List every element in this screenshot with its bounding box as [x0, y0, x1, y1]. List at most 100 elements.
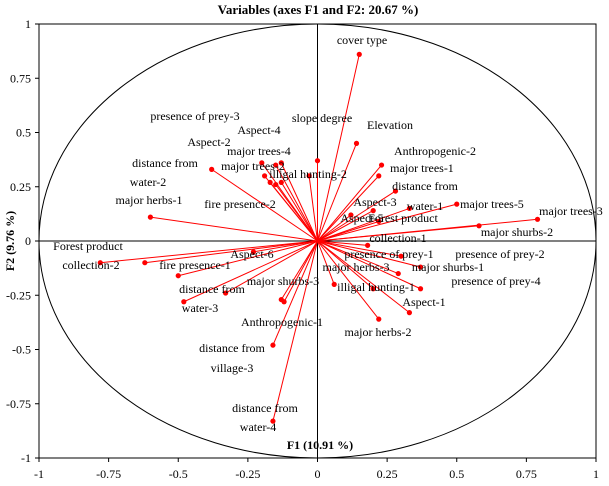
variable-label: fire presence-2 [204, 197, 276, 211]
vector-point [534, 216, 541, 222]
vector-point [356, 51, 362, 57]
variable-label: fire presence-1 [159, 258, 231, 272]
vector-line [211, 168, 318, 242]
variable-label: water-1 [407, 199, 443, 213]
vector-line [317, 214, 352, 242]
y-tick-label: -0.75 [6, 397, 31, 411]
vector-point [175, 273, 181, 279]
vector-point [454, 201, 460, 207]
vector-point [353, 140, 360, 146]
x-tick-label: -0.25 [235, 467, 260, 481]
vector-line [317, 240, 421, 290]
variable-label: major trees-2 [221, 159, 285, 173]
vector-line [317, 143, 357, 242]
variable-label: major herbs-3 [323, 260, 390, 274]
vector-point [222, 290, 229, 296]
y-tick-label: -0.5 [12, 343, 31, 357]
vector-point [417, 264, 424, 270]
vector-point [147, 214, 153, 220]
vector-point [376, 316, 382, 322]
vector-line [253, 240, 318, 253]
vector-line [317, 225, 480, 242]
chart-title: Variables (axes F1 and F2: 20.67 %) [218, 2, 419, 17]
vector-line [272, 240, 318, 346]
variable-label: distance from [392, 179, 458, 193]
variable-label: Aspect-2 [187, 135, 230, 149]
variable-label: major shurbs-2 [481, 225, 553, 239]
vector-point [278, 179, 284, 186]
vector-line [183, 240, 318, 303]
vector-point [250, 249, 257, 255]
variable-label: presence of prey-4 [451, 274, 540, 288]
vector-line [317, 210, 374, 242]
vector-point [406, 310, 413, 316]
variable-label: Aspect-6 [230, 247, 273, 261]
variable-label: major shurbs-1 [412, 260, 484, 274]
vector-point [278, 160, 284, 166]
variable-labels: cover type slope degree Elevation Anthropog… [53, 33, 603, 434]
y-axis-label: F2 (9.76 %) [3, 211, 17, 271]
vector-point [273, 181, 279, 188]
y-tick-label: -0.25 [6, 288, 31, 302]
vector-line [317, 207, 410, 242]
variable-label: major trees-4 [227, 144, 291, 158]
vector-point [417, 286, 424, 292]
variable-label: major trees-3 [539, 204, 603, 218]
vector-point [270, 418, 276, 424]
variable-label: slope degree [292, 111, 352, 125]
x-tick-label: -0.75 [96, 467, 121, 481]
vector-point [142, 260, 148, 266]
vector-point [209, 166, 215, 172]
vector-line [317, 240, 402, 257]
vector-line [150, 216, 318, 242]
vector-line [317, 240, 368, 246]
vector-line [317, 240, 374, 290]
vector-point [261, 173, 268, 179]
variable-label: Aspect-1 [402, 295, 445, 309]
x-tick-label: 1 [593, 467, 599, 481]
x-tick-label: 0 [315, 467, 321, 481]
vector-line [275, 184, 318, 242]
vector-line [317, 240, 421, 268]
variable-label: major shurbs-3 [247, 274, 319, 288]
vector-point [314, 158, 321, 164]
x-tick-label: 0.5 [449, 467, 464, 481]
vector-point [370, 208, 376, 214]
vector-line [317, 190, 396, 242]
vector-line [317, 54, 360, 242]
vector-line [308, 175, 318, 242]
variable-label: distance from [132, 156, 198, 170]
x-tick-label: -0.5 [169, 467, 188, 481]
vector-point [398, 253, 404, 259]
variable-label: major herbs-2 [345, 325, 412, 339]
variable-label: presence of prey-2 [455, 247, 544, 261]
variable-label: cover type [337, 33, 387, 47]
vector-point [392, 188, 399, 194]
vector-point [365, 242, 371, 248]
variable-label: major trees-5 [460, 197, 524, 211]
variable-label: distance from [232, 401, 298, 415]
vector-line [283, 240, 318, 303]
vector-line [317, 240, 410, 314]
vector-line [317, 164, 382, 242]
vector-line [144, 240, 318, 264]
variable-label: village-3 [211, 361, 254, 375]
y-tick-label: 0 [25, 234, 31, 248]
vector-line [317, 175, 380, 242]
vector-point [370, 286, 376, 292]
variable-label: major trees-1 [390, 161, 454, 175]
vector-point [376, 218, 382, 225]
vector-point [306, 173, 312, 179]
variable-label: Anthropogenic-1 [241, 315, 323, 329]
y-tick-label: -1 [21, 451, 31, 465]
vector-line [269, 182, 318, 242]
y-tick-label: 1 [25, 17, 31, 31]
vector-line [280, 162, 318, 242]
variable-label: Aspect-4 [237, 123, 280, 137]
variable-label: water-2 [130, 175, 166, 189]
vector-point [97, 260, 103, 266]
variable-label: presence of prey-1 [344, 247, 433, 261]
variable-label: Aspect-3 [353, 195, 396, 209]
x-tick-label: 0.75 [516, 467, 537, 481]
